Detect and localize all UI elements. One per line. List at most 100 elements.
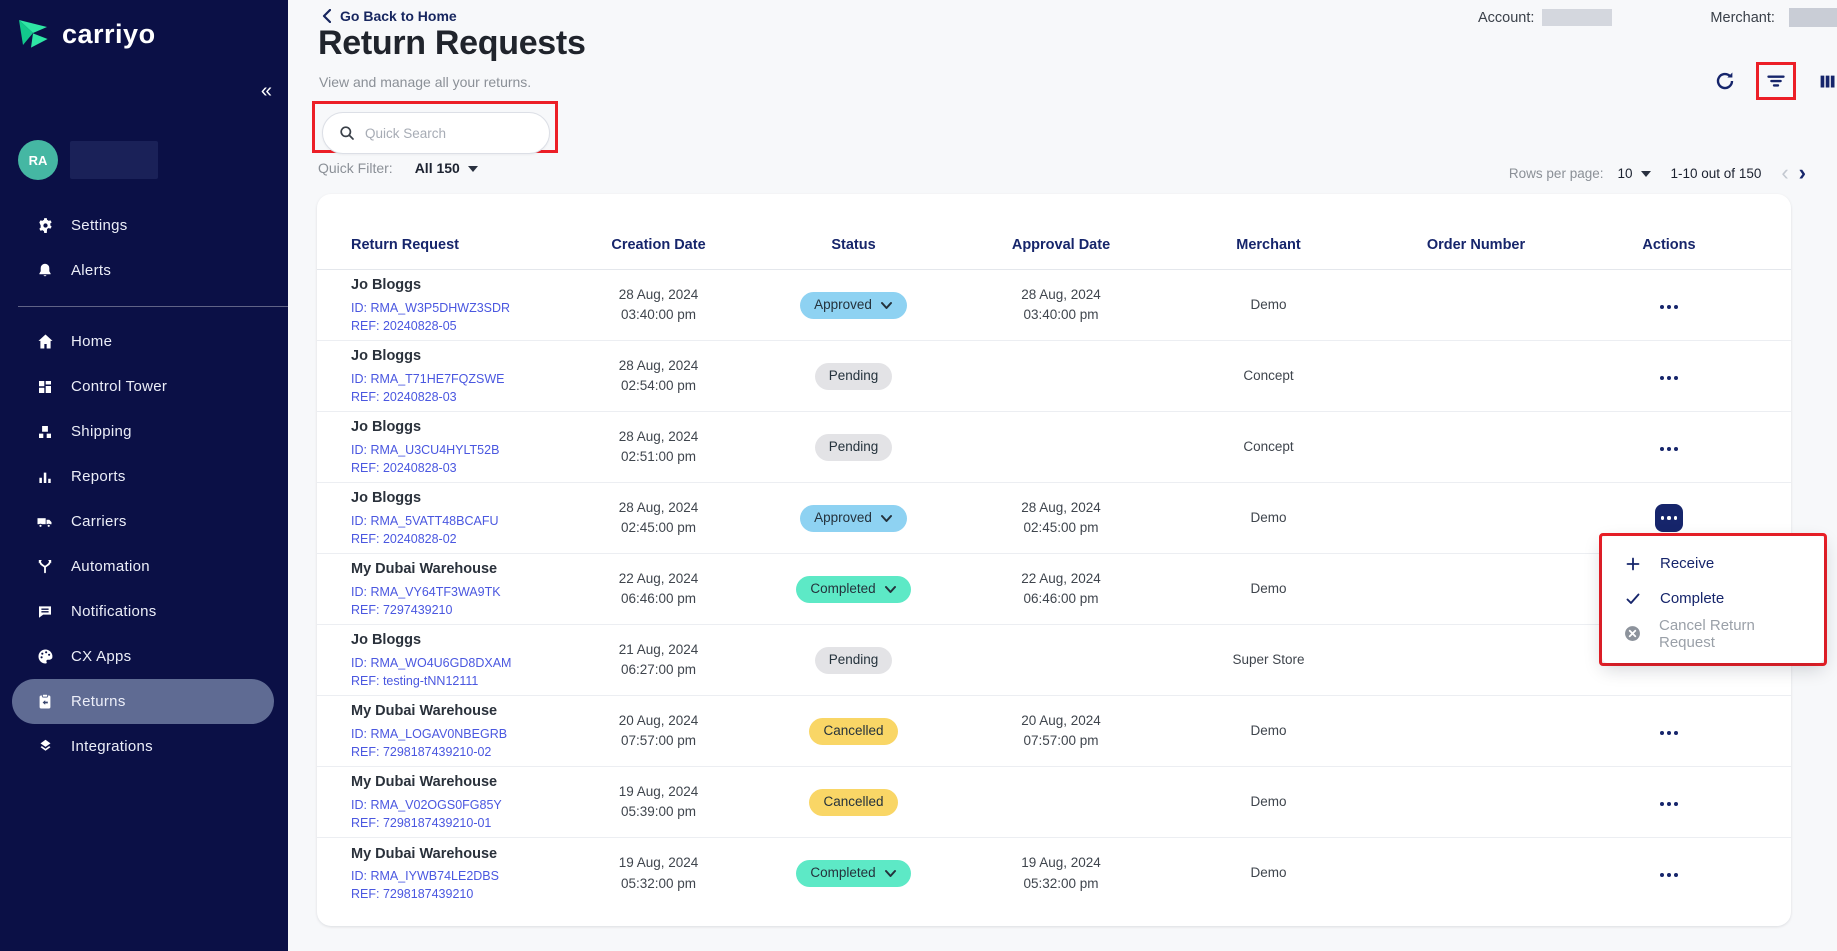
automation-icon [36,558,54,576]
sidebar: carriyo « RA Settings Alerts Home Contro… [0,0,288,951]
truck-icon [36,513,54,531]
return-id-link[interactable]: ID: RMA_WO4U6GD8DXAM [351,655,512,670]
status-badge-completed[interactable]: Completed [796,575,911,603]
return-request-cell: My Dubai Warehouse ID: RMA_V02OGS0FG85Y … [351,772,566,832]
return-ref-link[interactable]: REF: testing-tNN12111 [351,673,479,688]
avatar[interactable]: RA [18,140,58,180]
sidebar-item-shipping[interactable]: Shipping [12,409,274,454]
return-request-cell: My Dubai Warehouse ID: RMA_VY64TF3WA9TK … [351,559,566,619]
rows-per-page-value[interactable]: 10 [1617,166,1651,181]
chevron-left-icon [322,9,331,23]
return-ref-link[interactable]: REF: 20240828-03 [351,460,457,475]
sidebar-item-cx-apps[interactable]: CX Apps [12,634,274,679]
status-cell: Pending [751,362,956,390]
refresh-icon[interactable] [1708,64,1742,98]
return-ref-link[interactable]: REF: 20240828-03 [351,389,457,404]
account-merchant-row: Account: Merchant: [1478,8,1837,27]
return-id-link[interactable]: ID: RMA_V02OGS0FG85Y [351,797,502,812]
status-badge-completed[interactable]: Completed [796,860,911,887]
status-cell: Cancelled [751,788,956,816]
status-badge-approved[interactable]: Approved [800,291,907,319]
row-actions-dots-button-active[interactable] [1655,504,1683,532]
return-ref-link[interactable]: REF: 7298187439210-02 [351,744,492,759]
status-badge-approved[interactable]: Approved [800,504,907,532]
return-ref-link[interactable]: REF: 7298187439210 [351,887,474,902]
status-cell: Completed [751,860,956,887]
return-ref-link[interactable]: REF: 20240828-02 [351,531,457,546]
return-id-link[interactable]: ID: RMA_U3CU4HYLT52B [351,442,500,457]
return-id-link[interactable]: ID: RMA_LOGAV0NBEGRB [351,726,508,741]
approval-time: 02:45:00 pm [1023,520,1099,535]
actions-cell [1581,295,1757,315]
table-toolbar [1708,62,1837,100]
table-row[interactable]: Jo Bloggs ID: RMA_U3CU4HYLT52B REF: 2024… [317,412,1791,483]
row-actions-dots-icon[interactable] [1660,446,1678,451]
prev-page-icon[interactable]: ‹ [1781,160,1789,185]
quick-search[interactable] [322,112,550,154]
table-row[interactable]: Jo Bloggs ID: RMA_T71HE7FQZSWE REF: 2024… [317,341,1791,412]
filter-icon[interactable] [1762,67,1790,95]
creation-date-cell: 22 Aug, 2024 06:46:00 pm [566,569,751,610]
sidebar-item-carriers[interactable]: Carriers [12,499,274,544]
next-page-icon[interactable]: › [1798,160,1806,185]
columns-icon[interactable] [1810,64,1837,98]
sidebar-item-returns[interactable]: Returns [12,679,274,724]
column-header-approval-date: Approval Date [1011,236,1111,253]
table-row[interactable]: My Dubai Warehouse ID: RMA_IYWB74LE2DBS … [317,838,1791,909]
sidebar-item-home[interactable]: Home [12,319,274,364]
quick-filter-row: Quick Filter: All 150 [318,160,478,176]
row-actions-dots-icon[interactable] [1660,375,1678,380]
return-id-link[interactable]: ID: RMA_5VATT48BCAFU [351,513,499,528]
return-id-link[interactable]: ID: RMA_T71HE7FQZSWE [351,371,505,386]
status-badge-cancelled: Cancelled [809,717,898,745]
filter-annotation-box [1756,62,1796,100]
sidebar-top-menu: Settings Alerts [0,203,288,293]
menu-item-receive[interactable]: Receive [1602,546,1824,581]
approval-date-cell: 19 Aug, 2024 05:32:00 pm [956,853,1166,894]
sidebar-item-integrations[interactable]: Integrations [12,724,274,769]
column-header-status: Status [831,236,876,253]
sidebar-item-notifications[interactable]: Notifications [12,589,274,634]
row-actions-dots-icon[interactable] [1660,304,1678,309]
back-link[interactable]: Go Back to Home [322,8,457,24]
table-row[interactable]: Jo Bloggs ID: RMA_W3P5DHWZ3SDR REF: 2024… [317,270,1791,341]
return-ref-link[interactable]: REF: 20240828-05 [351,318,457,333]
account-value-redacted [1542,9,1613,26]
sidebar-item-label: Automation [71,558,150,575]
row-actions-dots-icon[interactable] [1660,801,1678,806]
row-actions-dots-icon[interactable] [1660,873,1678,878]
return-request-cell: Jo Bloggs ID: RMA_T71HE7FQZSWE REF: 2024… [351,346,566,406]
returns-icon [36,693,54,711]
approval-date-cell: 28 Aug, 2024 02:45:00 pm [956,498,1166,539]
menu-item-cancel-return-request: Cancel Return Request [1602,616,1824,651]
return-id-link[interactable]: ID: RMA_IYWB74LE2DBS [351,869,499,884]
menu-item-complete[interactable]: Complete [1602,581,1824,616]
table-row[interactable]: Jo Bloggs ID: RMA_WO4U6GD8DXAM REF: test… [317,625,1791,696]
sidebar-item-reports[interactable]: Reports [12,454,274,499]
user-row[interactable]: RA [18,140,158,180]
return-id-link[interactable]: ID: RMA_W3P5DHWZ3SDR [351,300,511,315]
status-cell: Approved [751,291,956,319]
search-input[interactable] [365,125,515,141]
return-ref-link[interactable]: REF: 7298187439210-01 [351,815,492,830]
sidebar-collapse-icon[interactable]: « [260,80,272,102]
creation-date: 20 Aug, 2024 [618,712,699,728]
row-actions-dots-icon[interactable] [1660,730,1678,735]
sidebar-item-label: Control Tower [71,378,168,395]
sidebar-item-settings[interactable]: Settings [12,203,274,248]
brand-logo[interactable]: carriyo [16,16,156,52]
sidebar-item-control-tower[interactable]: Control Tower [12,364,274,409]
row-actions-menu: Receive Complete Cancel Return Request [1602,536,1824,663]
quick-filter-value[interactable]: All 150 [415,160,478,176]
pagination: Rows per page: 10 1-10 out of 150 ‹ › [1509,160,1806,186]
return-id-link[interactable]: ID: RMA_VY64TF3WA9TK [351,584,501,599]
table-row[interactable]: My Dubai Warehouse ID: RMA_V02OGS0FG85Y … [317,767,1791,838]
table-row[interactable]: Jo Bloggs ID: RMA_5VATT48BCAFU REF: 2024… [317,483,1791,554]
sidebar-item-alerts[interactable]: Alerts [12,248,274,293]
plus-icon [1624,555,1642,573]
sidebar-item-automation[interactable]: Automation [12,544,274,589]
return-ref-link[interactable]: REF: 7297439210 [351,602,453,617]
control-tower-icon [36,378,54,396]
table-row[interactable]: My Dubai Warehouse ID: RMA_VY64TF3WA9TK … [317,554,1791,625]
table-row[interactable]: My Dubai Warehouse ID: RMA_LOGAV0NBEGRB … [317,696,1791,767]
